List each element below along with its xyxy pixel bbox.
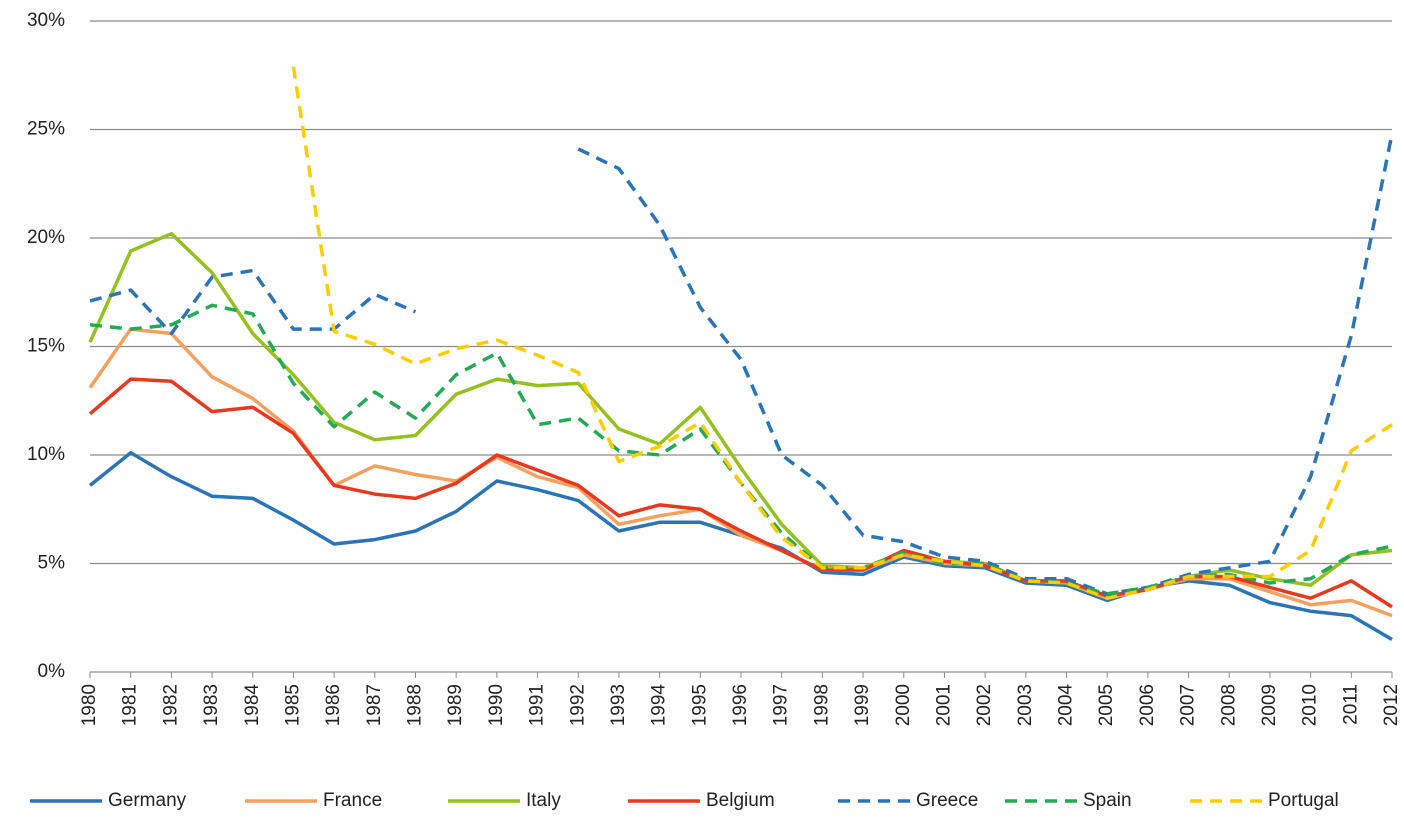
x-tick-label: 1982	[160, 684, 181, 726]
x-tick-label: 2006	[1137, 684, 1158, 726]
x-tick-label: 2000	[893, 684, 914, 726]
y-tick-label: 15%	[27, 336, 65, 357]
x-tick-label: 2007	[1178, 684, 1199, 726]
legend-label: France	[323, 790, 382, 811]
x-tick-label: 1995	[689, 684, 710, 726]
legend-label: Belgium	[706, 790, 775, 811]
series-line	[89, 303, 1393, 596]
y-tick-label: 30%	[27, 10, 65, 31]
y-tick-label: 0%	[38, 661, 66, 682]
x-tick-label: 2003	[1015, 684, 1036, 726]
x-tick-label: 1988	[405, 684, 426, 726]
y-tick-label: 20%	[27, 227, 65, 248]
x-tick-label: 2009	[1259, 684, 1280, 726]
x-tick-label: 1986	[323, 684, 344, 726]
x-tick-label: 1991	[527, 684, 548, 726]
x-tick-label: 1993	[608, 684, 629, 726]
x-tick-label: 1987	[364, 684, 385, 726]
x-tick-label: 2011	[1340, 684, 1361, 725]
legend-label: Italy	[526, 790, 561, 811]
series-line	[291, 66, 1393, 600]
x-tick-label: 1990	[486, 684, 507, 726]
series-line	[88, 327, 1393, 618]
x-tick-label: 2001	[933, 684, 954, 726]
legend-label: Greece	[916, 790, 978, 811]
legend-label: Spain	[1083, 790, 1132, 811]
x-tick-label: 2002	[974, 684, 995, 726]
legend-label: Germany	[108, 790, 187, 811]
x-tick-label: 1994	[649, 684, 670, 727]
series-line	[88, 231, 1393, 598]
x-tick-label: 1984	[242, 684, 263, 727]
x-tick-label: 2008	[1218, 684, 1239, 726]
x-tick-label: 1999	[852, 684, 873, 726]
x-tick-label: 1985	[282, 684, 303, 726]
legend-label: Portugal	[1268, 790, 1339, 811]
x-tick-label: 2005	[1096, 684, 1117, 726]
x-tick-label: 1998	[811, 684, 832, 726]
x-tick-label: 1992	[567, 684, 588, 726]
x-tick-label: 2012	[1381, 684, 1402, 726]
x-tick-label: 1989	[445, 684, 466, 726]
x-tick-label: 1997	[771, 684, 792, 726]
x-tick-label: 1983	[201, 684, 222, 726]
y-tick-label: 5%	[38, 553, 66, 574]
x-tick-label: 2004	[1056, 684, 1077, 727]
x-tick-label: 2010	[1300, 684, 1321, 726]
x-tick-label: 1980	[79, 684, 100, 726]
series-line	[89, 133, 1394, 596]
y-tick-label: 10%	[27, 444, 65, 465]
y-tick-label: 25%	[27, 119, 65, 140]
series-line	[88, 377, 1393, 609]
x-tick-label: 1996	[730, 684, 751, 726]
x-tick-label: 1981	[120, 684, 141, 726]
